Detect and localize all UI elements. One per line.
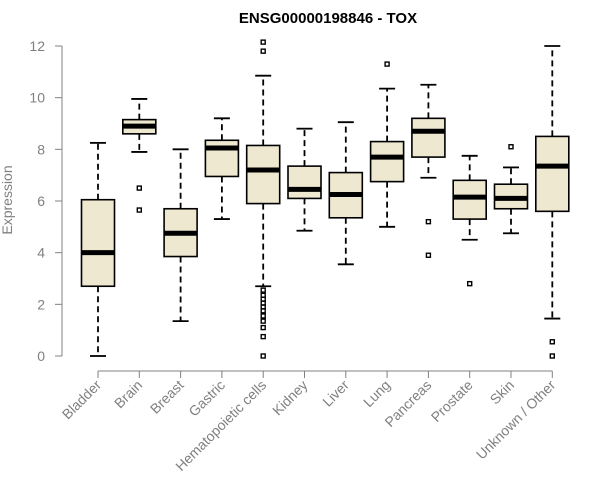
- outlier-point: [467, 280, 473, 287]
- outlier-point: [260, 287, 266, 293]
- iqr-box: [369, 140, 405, 183]
- x-tick-label: Brain: [111, 377, 145, 411]
- x-tick-label: Breast: [147, 377, 187, 417]
- outlier-point: [260, 333, 266, 340]
- x-tick-label: Prostate: [428, 377, 476, 425]
- iqr-box: [287, 165, 322, 200]
- box-group: [411, 83, 446, 258]
- box-group: [493, 144, 529, 235]
- outlier-point: [425, 252, 432, 258]
- outlier-point: [260, 308, 266, 314]
- outlier-point: [260, 318, 266, 324]
- y-tick-label: 10: [29, 90, 45, 106]
- x-tick-label: Bladder: [59, 377, 105, 423]
- iqr-box: [411, 117, 446, 158]
- x-tick-label: Kidney: [269, 377, 311, 419]
- y-tick-label: 4: [37, 245, 45, 261]
- outlier-point: [260, 48, 266, 54]
- x-tick-label: Skin: [487, 377, 518, 408]
- outlier-point: [425, 218, 432, 225]
- x-tick-label: Lung: [360, 377, 393, 410]
- box-group: [204, 117, 240, 220]
- outlier-point: [384, 61, 390, 67]
- box-group: [80, 141, 116, 357]
- outlier-point: [260, 313, 266, 319]
- y-tick-label: 6: [37, 193, 45, 209]
- y-tick-label: 12: [29, 38, 45, 54]
- box-group: [534, 45, 570, 359]
- outlier-point: [260, 353, 266, 359]
- chart-title: ENSG00000198846 - TOX: [239, 10, 417, 27]
- box-group: [245, 39, 281, 359]
- box-group: [328, 121, 364, 266]
- outlier-point: [508, 144, 514, 150]
- iqr-box: [80, 198, 116, 288]
- iqr-box: [534, 135, 570, 213]
- outlier-point: [549, 353, 555, 359]
- box-group: [287, 127, 322, 232]
- boxes: [80, 39, 570, 359]
- iqr-box: [452, 179, 488, 220]
- outlier-point: [260, 324, 266, 331]
- outlier-point: [136, 207, 143, 213]
- box-group: [452, 154, 488, 287]
- y-axis: 0 2 4 6 8 10 12: [29, 38, 63, 364]
- outlier-point: [260, 39, 266, 45]
- y-tick-label: 8: [37, 141, 45, 157]
- y-axis-label: Expression: [0, 165, 15, 234]
- y-tick-label: 0: [37, 348, 45, 364]
- box-group: [163, 148, 198, 323]
- x-tick-label: Liver: [319, 377, 352, 410]
- y-tick-label: 2: [37, 296, 45, 312]
- box-group: [122, 98, 157, 213]
- outlier-point: [549, 339, 555, 345]
- outlier-point: [136, 185, 143, 191]
- iqr-box: [245, 144, 281, 205]
- box-group: [369, 61, 405, 228]
